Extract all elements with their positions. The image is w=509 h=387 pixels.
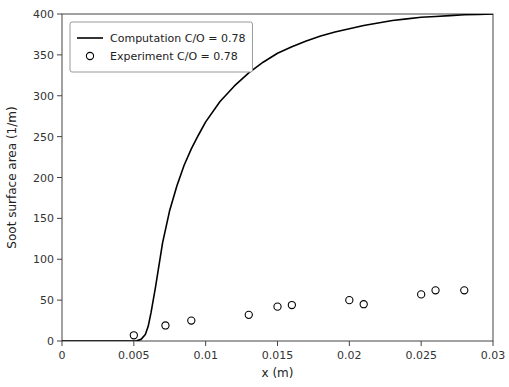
y-tick-label: 50	[40, 294, 54, 307]
plot-frame	[62, 14, 493, 341]
y-tick	[57, 136, 62, 137]
x-tick-label: 0.02	[337, 349, 362, 362]
series-marker	[461, 287, 468, 294]
legend-item: Experiment C/O = 0.78	[86, 50, 237, 63]
x-tick	[277, 341, 278, 346]
series-marker	[288, 301, 295, 308]
y-tick-label: 0	[47, 335, 54, 348]
y-tick	[57, 177, 62, 178]
x-tick-label: 0.01	[193, 349, 218, 362]
y-tick-label: 100	[33, 253, 54, 266]
y-tick	[57, 95, 62, 96]
y-tick-label: 200	[33, 172, 54, 185]
legend-label: Experiment C/O = 0.78	[110, 50, 238, 63]
series-marker	[162, 322, 169, 329]
axes: 0 0.005 0.01 0.015 0.02 0.025 0.03 0 50 100 150 200…	[33, 8, 505, 362]
y-tick-label: 350	[33, 49, 54, 62]
series-marker	[346, 297, 353, 304]
y-tick	[57, 300, 62, 301]
data	[62, 14, 493, 341]
x-tick-label: 0.005	[118, 349, 150, 362]
x-tick	[493, 341, 494, 346]
y-tick-label: 300	[33, 90, 54, 103]
x-tick-label: 0.025	[405, 349, 437, 362]
series-marker	[274, 303, 281, 310]
series-marker	[188, 317, 195, 324]
x-tick	[421, 341, 422, 346]
series-marker	[360, 301, 367, 308]
x-tick-label: 0	[59, 349, 66, 362]
series-line	[62, 14, 493, 341]
legend-box	[70, 22, 252, 72]
y-tick	[57, 218, 62, 219]
y-tick-label: 250	[33, 131, 54, 144]
legend-label: Computation C/O = 0.78	[110, 32, 245, 45]
legend-swatch	[86, 52, 93, 59]
y-tick	[57, 14, 62, 15]
y-tick-label: 150	[33, 212, 54, 225]
y-tick	[57, 259, 62, 260]
series-marker	[418, 291, 425, 298]
y-axis-label: Soot surface area (1/m)	[5, 106, 19, 248]
x-tick	[349, 341, 350, 346]
legend-swatch	[77, 37, 103, 39]
legend-item: Computation C/O = 0.78	[77, 32, 245, 45]
series-marker	[130, 332, 137, 339]
x-axis-label: x (m)	[262, 366, 294, 380]
series-marker	[432, 287, 439, 294]
plot-area	[62, 14, 493, 341]
x-tick	[205, 341, 206, 346]
x-tick	[62, 341, 63, 346]
chart: 0 0.005 0.01 0.015 0.02 0.025 0.03 0 50 100 150 200…	[0, 0, 509, 387]
y-tick	[57, 341, 62, 342]
x-tick-label: 0.03	[481, 349, 506, 362]
y-tick-label: 400	[33, 8, 54, 21]
y-tick	[57, 54, 62, 55]
x-tick	[133, 341, 134, 346]
series-marker	[245, 311, 252, 318]
x-tick-label: 0.015	[262, 349, 294, 362]
legend: Computation C/O = 0.78 Experiment C/O = 0…	[70, 22, 252, 72]
